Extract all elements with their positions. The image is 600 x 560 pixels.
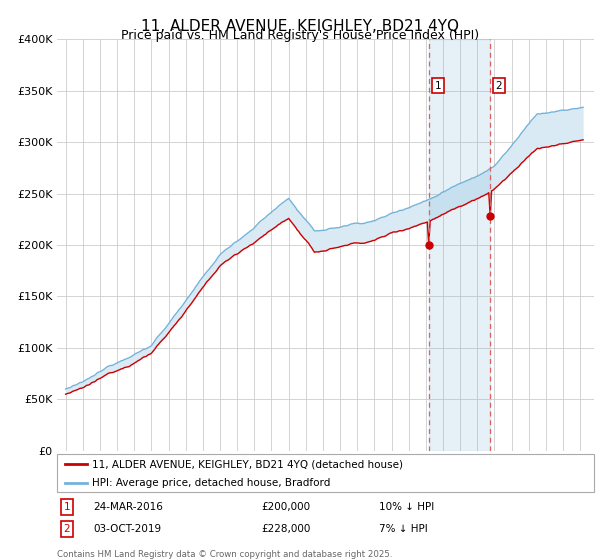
Text: £200,000: £200,000 [261,502,310,512]
Text: 10% ↓ HPI: 10% ↓ HPI [379,502,434,512]
Text: 03-OCT-2019: 03-OCT-2019 [94,524,161,534]
Text: Contains HM Land Registry data © Crown copyright and database right 2025.
This d: Contains HM Land Registry data © Crown c… [57,550,392,560]
Text: Price paid vs. HM Land Registry's House Price Index (HPI): Price paid vs. HM Land Registry's House … [121,29,479,42]
Text: 2: 2 [64,524,70,534]
Bar [430,39,490,451]
Text: 11, ALDER AVENUE, KEIGHLEY, BD21 4YQ (detached house): 11, ALDER AVENUE, KEIGHLEY, BD21 4YQ (de… [92,459,403,469]
Text: 24-MAR-2016: 24-MAR-2016 [94,502,163,512]
Text: 2: 2 [496,81,502,91]
Text: 1: 1 [64,502,70,512]
Text: £228,000: £228,000 [261,524,310,534]
Text: 1: 1 [434,81,441,91]
Text: 11, ALDER AVENUE, KEIGHLEY, BD21 4YQ: 11, ALDER AVENUE, KEIGHLEY, BD21 4YQ [141,19,459,34]
Text: HPI: Average price, detached house, Bradford: HPI: Average price, detached house, Brad… [92,478,330,488]
Text: 7% ↓ HPI: 7% ↓ HPI [379,524,428,534]
